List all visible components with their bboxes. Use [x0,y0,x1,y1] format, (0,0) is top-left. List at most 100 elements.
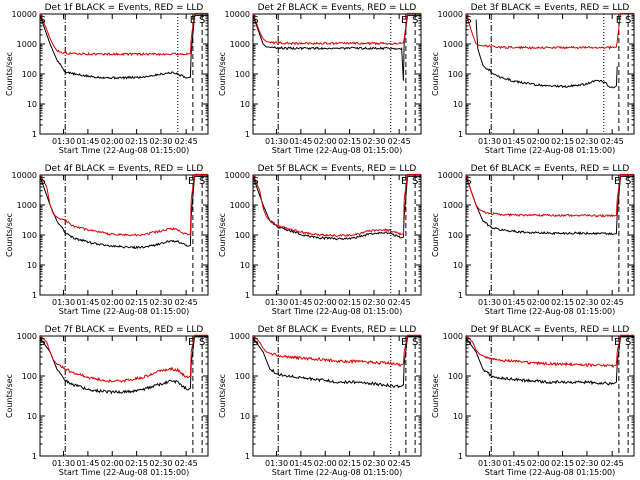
y-axis-label: Counts/sec [5,52,14,96]
x-tick-label: 01:30 [52,459,75,468]
y-tick-label: 1000 [443,332,463,341]
y-tick-label: 1 [458,130,463,139]
plot-frame [39,335,209,457]
x-tick-label: 02:30 [149,459,172,468]
y-axis-label: Counts/sec [5,213,14,257]
y-axis-label: Counts/sec [431,213,440,257]
y-tick-label: 1 [245,130,250,139]
event-marker-label: E [188,337,194,348]
y-axis-label: Counts/sec [218,374,227,418]
chart-title: Det 8f BLACK = Events, RED = LLD [258,325,417,335]
chart-panel: Det 8f BLACK = Events, RED = LLD 1 10 100 10… [218,325,422,477]
x-tick-label: 02:45 [601,298,624,307]
x-tick-label: 02:45 [175,137,198,146]
plot-frame [252,335,422,457]
y-tick-label: 1000 [230,201,250,210]
chart-panel: Det 2f BLACK = Events, RED = LLD 1 10 100 10… [218,3,422,155]
y-tick-label: 10 [240,412,250,421]
x-tick-label: 02:45 [388,459,411,468]
x-tick-label: 02:15 [338,137,361,146]
x-axis-label: Start Time (22-Aug-08 01:15:00) [272,307,403,316]
y-tick-label: 10 [240,261,250,270]
event-marker-label: S [199,337,205,348]
x-tick-label: 02:15 [338,298,361,307]
chart-title: Det 6f BLACK = Events, RED = LLD [471,164,630,174]
y-tick-label: 100 [22,372,37,381]
x-tick-label: 01:45 [76,459,99,468]
x-tick-label: 02:00 [101,298,124,307]
y-tick-label: 1 [32,130,37,139]
x-axis-label: Start Time (22-Aug-08 01:15:00) [272,468,403,477]
x-tick-label: 02:00 [527,459,550,468]
x-axis-label: Start Time (22-Aug-08 01:15:00) [59,468,190,477]
chart-title: Det 4f BLACK = Events, RED = LLD [45,164,204,174]
event-marker-label: S [39,15,45,26]
event-marker-label: S [39,176,45,187]
x-axis-label: Start Time (22-Aug-08 01:15:00) [485,307,616,316]
x-tick-label: 02:30 [149,298,172,307]
x-tick-label: 02:15 [551,137,574,146]
x-tick-label: 02:15 [338,459,361,468]
events-series-line [465,336,634,386]
y-tick-label: 1000 [17,40,37,49]
y-tick-label: 10000 [438,171,463,180]
y-tick-label: 10 [453,261,463,270]
lld-series-line [465,12,634,50]
x-tick-label: 01:30 [265,459,288,468]
event-marker-label: S [252,15,258,26]
lld-series-line [39,334,208,384]
x-tick-label: 02:00 [527,298,550,307]
x-tick-label: 02:30 [362,459,385,468]
event-marker-label: E [614,337,620,348]
y-tick-label: 100 [448,231,463,240]
lld-series-line [465,334,634,369]
x-tick-label: 01:45 [289,137,312,146]
events-series-line [252,14,421,81]
x-tick-label: 02:00 [314,459,337,468]
event-marker-label: S [465,176,471,187]
y-axis-label: Counts/sec [218,52,227,96]
event-marker-label: S [412,337,418,348]
y-tick-label: 10 [27,261,37,270]
chart-title: Det 9f BLACK = Events, RED = LLD [471,325,630,335]
x-tick-label: 01:30 [52,298,75,307]
event-marker-label: S [199,176,205,187]
events-series-line [39,336,208,395]
x-tick-label: 02:30 [149,137,172,146]
event-marker-label: E [616,15,622,26]
chart-panel: Det 6f BLACK = Events, RED = LLD 1 10 100 10… [431,164,635,316]
x-tick-label: 01:30 [265,298,288,307]
x-axis-label: Start Time (22-Aug-08 01:15:00) [272,146,403,155]
x-axis-label: Start Time (22-Aug-08 01:15:00) [59,307,190,316]
event-marker-label: S [412,15,418,26]
chart-title: Det 3f BLACK = Events, RED = LLD [471,3,630,13]
y-tick-label: 10 [240,100,250,109]
x-tick-label: 02:45 [601,459,624,468]
chart-panel: Det 9f BLACK = Events, RED = LLD 1 10 100 10… [431,325,635,477]
lld-series-line [252,12,421,46]
events-series-line [39,14,208,80]
chart-panel: Det 1f BLACK = Events, RED = LLD 1 10 100 10… [5,3,209,155]
event-marker-label: S [412,176,418,187]
x-tick-label: 02:00 [314,137,337,146]
y-tick-label: 10 [27,412,37,421]
y-tick-label: 1 [458,452,463,461]
chart-title: Det 5f BLACK = Events, RED = LLD [258,164,417,174]
x-tick-label: 02:15 [125,137,148,146]
x-tick-label: 02:30 [575,298,598,307]
event-marker-label: S [625,15,631,26]
y-axis-label: Counts/sec [431,52,440,96]
event-marker-label: S [199,15,205,26]
lld-series-line [252,334,421,368]
x-tick-label: 02:45 [175,459,198,468]
chart-panel: Det 3f BLACK = Events, RED = LLD 1 10 100 10… [431,3,635,155]
x-tick-label: 02:45 [175,298,198,307]
y-tick-label: 1 [32,291,37,300]
x-tick-label: 02:15 [125,459,148,468]
event-marker-label: S [465,337,471,348]
event-marker-label: S [625,176,631,187]
y-tick-label: 100 [235,372,250,381]
event-marker-label: S [465,15,471,26]
x-tick-label: 02:15 [125,298,148,307]
